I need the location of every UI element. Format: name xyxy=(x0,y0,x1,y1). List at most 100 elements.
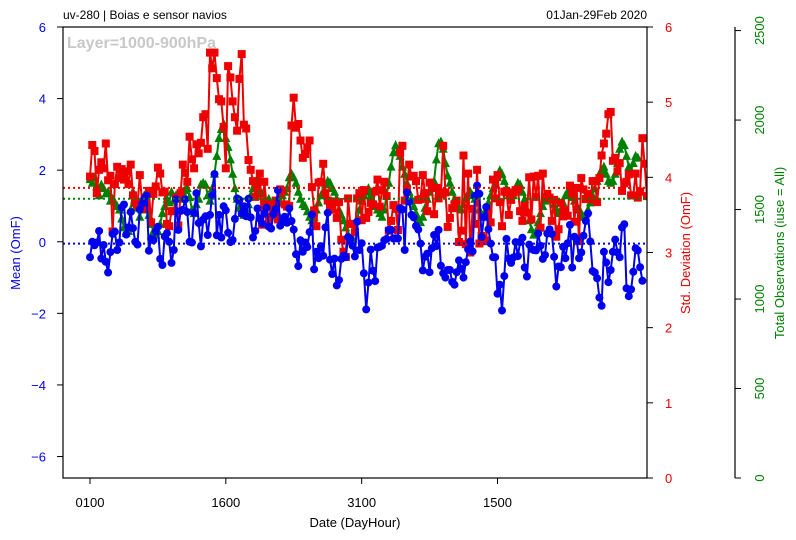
mean-point xyxy=(156,254,165,263)
std-point xyxy=(307,183,316,192)
std-point xyxy=(516,207,525,216)
std-point xyxy=(412,177,420,186)
mean-point xyxy=(495,280,504,289)
mean-point xyxy=(267,224,276,233)
std-point xyxy=(176,189,185,198)
std-point xyxy=(659,142,667,150)
mean-point xyxy=(280,212,289,221)
std-point xyxy=(90,147,99,155)
std-point xyxy=(371,187,380,196)
std-point xyxy=(332,213,341,222)
count-point xyxy=(291,177,301,187)
mean-point xyxy=(319,251,328,260)
mean-point xyxy=(294,262,303,271)
std-point xyxy=(577,174,586,183)
mean-point xyxy=(187,238,196,247)
mean-point xyxy=(534,229,543,238)
count-point xyxy=(608,175,618,185)
mean-point xyxy=(235,195,244,204)
std-point xyxy=(638,134,647,143)
mean-point xyxy=(565,220,574,229)
std-point xyxy=(545,193,554,202)
std-point xyxy=(375,202,384,211)
mean-point xyxy=(620,220,629,229)
mean-point xyxy=(520,263,529,272)
mean-point xyxy=(251,227,260,235)
right-tick-label: 1 xyxy=(665,396,672,411)
mean-point xyxy=(387,225,396,234)
mean-point xyxy=(239,202,248,211)
mean-point xyxy=(355,246,364,254)
std-point xyxy=(486,218,495,227)
mean-point xyxy=(350,252,359,261)
far-tick-label: 1000 xyxy=(752,285,767,314)
std-point xyxy=(355,189,364,198)
std-point xyxy=(316,177,325,186)
mean-point xyxy=(604,278,613,287)
std-point xyxy=(323,196,332,205)
std-point xyxy=(235,74,244,83)
std-point xyxy=(319,159,328,168)
far-tick-label: 0 xyxy=(752,474,767,481)
mean-point xyxy=(153,222,162,231)
mean-point xyxy=(190,208,199,217)
std-point xyxy=(416,195,425,204)
mean-point xyxy=(249,233,257,242)
std-point xyxy=(203,144,212,153)
mean-point xyxy=(579,231,588,240)
mean-point xyxy=(629,267,638,276)
std-point xyxy=(255,169,264,178)
count-point xyxy=(418,211,428,221)
std-point xyxy=(201,110,210,119)
std-point xyxy=(529,172,538,181)
std-point xyxy=(228,97,237,106)
x-axis-label: Date (DayHour) xyxy=(309,515,400,530)
std-point xyxy=(233,126,242,135)
std-point xyxy=(181,168,190,177)
chart-title: uv-280 | Boias e sensor navios xyxy=(63,8,227,22)
count-point xyxy=(517,186,527,196)
mean-point xyxy=(165,237,174,246)
std-point xyxy=(642,192,647,201)
std-point xyxy=(482,236,491,245)
std-point xyxy=(513,185,522,194)
mean-point xyxy=(550,252,559,261)
std-point xyxy=(534,171,543,180)
mean-point xyxy=(310,265,319,274)
mean-point xyxy=(362,305,371,314)
mean-point xyxy=(330,254,339,263)
std-point xyxy=(348,219,357,228)
mean-point xyxy=(113,246,122,254)
std-point xyxy=(86,172,94,181)
mean-point xyxy=(101,257,110,266)
mean-point xyxy=(547,229,556,238)
std-point xyxy=(584,189,592,198)
std-point xyxy=(187,155,196,164)
mean-point xyxy=(445,266,454,274)
mean-point xyxy=(221,206,230,215)
std-point xyxy=(661,162,669,170)
std-point xyxy=(430,210,439,219)
std-point xyxy=(260,177,269,186)
std-point xyxy=(495,198,504,207)
mean-point xyxy=(498,306,506,315)
mean-point xyxy=(513,252,522,261)
mean-point xyxy=(636,263,645,272)
count-point xyxy=(409,201,419,210)
std-point xyxy=(452,196,461,205)
std-point xyxy=(615,159,624,168)
right-axis-label: Std. Deviation (OmF) xyxy=(678,192,693,314)
std-point xyxy=(579,185,588,194)
right-y-axis: 0 1 2 3 4 5 6 xyxy=(647,20,672,486)
mean-point xyxy=(271,205,280,214)
std-point xyxy=(212,74,221,83)
std-point xyxy=(294,120,303,128)
mean-point xyxy=(423,249,432,258)
std-point xyxy=(654,158,662,166)
std-point xyxy=(633,193,642,202)
mean-point xyxy=(633,246,642,255)
std-point xyxy=(310,206,319,215)
date-range: 01Jan-29Feb 2020 xyxy=(546,8,647,22)
std-point xyxy=(675,133,683,141)
std-point xyxy=(461,240,470,249)
